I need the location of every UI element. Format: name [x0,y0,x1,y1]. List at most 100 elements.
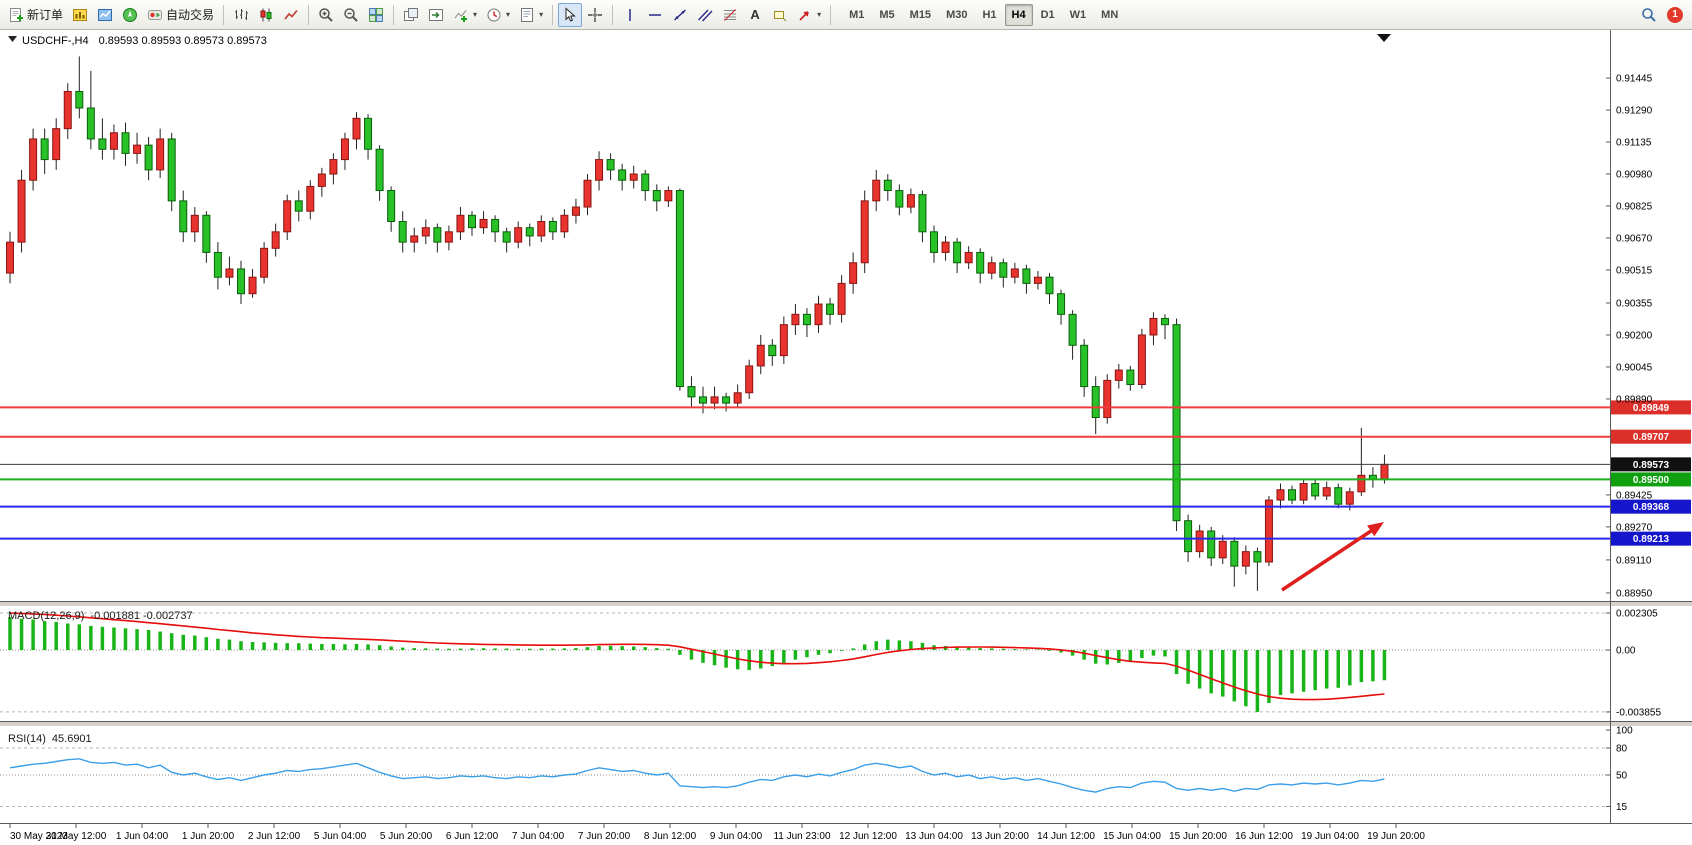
line-chart-button[interactable] [279,3,303,27]
bars-chart-icon [233,7,249,23]
price-axis[interactable]: 0.91445 0.91290 0.91135 0.90980 0.90825 0.906… [1606,74,1661,813]
crosshair-icon [587,7,603,23]
chart-window-button[interactable] [68,3,92,27]
candle [352,112,361,150]
candle [468,211,476,236]
chart-window-icon [72,7,88,23]
candle [860,190,869,274]
candle [283,194,292,241]
vertical-line-button[interactable] [618,3,642,27]
symbol-dropdown-icon[interactable] [8,36,17,42]
panel-separator[interactable] [0,722,1692,726]
time-axis-label: 1 Jun 04:00 [116,831,169,842]
autotrade-button[interactable]: 自动交易 [143,3,218,27]
auto-arrange-button[interactable] [399,3,423,27]
templates-button[interactable]: ▾ [515,3,547,27]
candle [999,258,1008,288]
horizontal-line-button[interactable] [643,3,667,27]
trendline-button[interactable] [668,3,692,27]
price-axis-label: 0.90355 [1616,299,1653,310]
price-axis-label: 0.89270 [1616,522,1653,533]
candlestick-chart-button[interactable] [254,3,278,27]
candle [248,268,257,298]
timeframe-h4-button[interactable]: H4 [1004,3,1033,26]
candle [329,153,338,185]
timeframe-h1-button[interactable]: H1 [975,4,1003,26]
template-icon [519,7,535,23]
timeframe-m30-button[interactable]: M30 [939,4,974,26]
bars-chart-button[interactable] [229,3,253,27]
zoom-in-button[interactable] [314,3,338,27]
toolbar-separator [308,4,310,25]
timeframe-m15-button[interactable]: M15 [903,4,938,26]
timeframe-m5-button[interactable]: M5 [872,4,901,26]
line-chart-icon [283,7,299,23]
timeframe-w1-button[interactable]: W1 [1063,4,1094,26]
candle [398,211,407,253]
toolbar-separator [552,4,554,25]
svg-text:0.89707: 0.89707 [1633,432,1670,443]
price-axis-label: 0.89110 [1616,555,1652,566]
market-watch-button[interactable] [93,3,117,27]
candle [1068,310,1077,360]
candle [1033,271,1042,290]
timeframe-d1-button[interactable]: D1 [1034,4,1062,26]
candle [63,83,72,139]
time-axis-label: 15 Jun 20:00 [1169,831,1227,842]
arrows-button[interactable]: ▾ [793,3,825,27]
candle [826,297,835,325]
trend-arrow-annotation[interactable] [1281,522,1384,592]
candle [294,190,303,222]
candle [202,211,211,263]
chart-series [6,56,1389,793]
zoom-out-button[interactable] [339,3,363,27]
search-button[interactable] [1637,3,1661,27]
tile-windows-button[interactable] [364,3,388,27]
candle [1299,479,1308,505]
panel-separator[interactable] [0,602,1692,606]
candle [618,163,627,191]
text-label-button[interactable] [768,3,792,27]
candle [514,221,523,249]
price-axis-label: 0.90825 [1616,202,1653,213]
macd-axis-label: 0.002305 [1616,609,1658,620]
candle [768,339,777,366]
candle [29,128,38,191]
periods-button[interactable]: ▾ [482,3,514,27]
text-button[interactable]: A [743,3,767,27]
svg-text:0.89213: 0.89213 [1633,534,1670,545]
channel-button[interactable] [693,3,717,27]
indicators-button[interactable]: ▾ [449,3,481,27]
price-axis-label: 0.88950 [1616,588,1653,599]
candle [1022,264,1031,294]
trendline-icon [672,7,688,23]
price-axis-label: 0.89425 [1616,490,1653,501]
zoom-in-icon [318,7,334,23]
candle [652,184,661,212]
candle [121,122,130,166]
timeframe-m1-button[interactable]: M1 [842,4,871,26]
time-axis-label: 9 Jun 04:00 [710,831,763,842]
cursor-button[interactable] [558,2,583,27]
fibonacci-button[interactable] [718,3,742,27]
chart-shift-button[interactable] [424,3,448,27]
notification-badge[interactable]: 1 [1667,6,1683,23]
candle [641,169,650,201]
timeframe-mn-button[interactable]: MN [1094,4,1125,26]
macd-axis-label: 0.00 [1616,646,1636,657]
new-order-button[interactable]: 新订单 [5,3,67,27]
time-axis-label: 13 Jun 20:00 [971,831,1029,842]
dropdown-caret-icon: ▾ [506,10,511,19]
candle [1230,537,1239,587]
candle [941,235,950,261]
crosshair-button[interactable] [583,3,607,27]
candle [179,190,188,243]
zoom-out-icon [343,7,359,23]
toolbar-right-group: 1 [1637,3,1687,27]
time-axis-label: 19 Jun 20:00 [1367,831,1425,842]
navigator-button[interactable] [118,3,142,27]
time-axis-label: 2 Jun 12:00 [248,831,301,842]
candle [17,169,26,253]
candle [1057,289,1066,325]
